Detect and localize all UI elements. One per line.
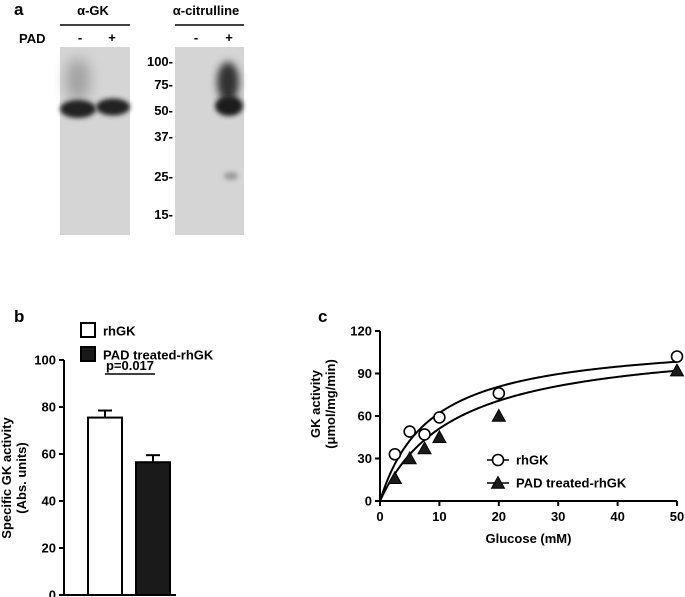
- y-tick-label-1: 20: [42, 541, 56, 556]
- panel-a: a PAD α-GK - + α-citrulline - + 100- 75-: [14, 0, 244, 235]
- legend-label-1: PAD treated-rhGK: [516, 476, 627, 491]
- faint-band-cit-plus: [224, 172, 238, 180]
- y-axis-label: GK activity(μmol/mg/min): [308, 359, 338, 449]
- panel-c: c 0 30 60 90 120 0 10 20 30 40 50 Glucose (mM) GK a…: [308, 307, 685, 547]
- pad-row-label: PAD: [19, 31, 45, 46]
- legend-swatch-0: [80, 322, 96, 338]
- mw-marker-37: 37-: [154, 129, 173, 144]
- point-rhgk-0: [388, 447, 402, 461]
- bar-chart-legend: rhGK PAD treated-rhGK: [80, 322, 214, 363]
- y-tick-label-3: 90: [358, 366, 372, 381]
- x-axis-label: Glucose (mM): [486, 531, 572, 546]
- lane-label-cit-minus: -: [194, 30, 198, 45]
- fit-curve-0: [379, 360, 678, 502]
- y-axis-label-line-0: GK activity: [308, 369, 323, 438]
- point-pad-rhgk-1: [402, 450, 418, 465]
- band-gk-plus: [96, 98, 130, 116]
- point-rhgk-2: [418, 428, 431, 441]
- y-tick-label-2: 40: [42, 494, 56, 509]
- y-tick-label-1: 30: [358, 451, 372, 466]
- band-gk-minus: [60, 100, 96, 118]
- bar-chart-axes: 0 20 40 60 80 100: [34, 353, 176, 597]
- y-axis-label-line-1: (Abs. units): [14, 442, 29, 514]
- mw-marker-75: 75-: [154, 77, 173, 92]
- x-tick-label-0: 0: [376, 509, 383, 524]
- x-tick-label-2: 20: [492, 509, 506, 524]
- legend-label-0: rhGK: [103, 324, 136, 339]
- kinetics-chart-ylabel: GK activity(μmol/mg/min): [308, 359, 338, 449]
- legend-marker-0: [491, 453, 505, 467]
- mw-marker-15: 15-: [154, 207, 173, 222]
- point-pad-rhgk-0: [387, 470, 403, 485]
- blot-alpha-citrulline: α-citrulline - + 100- 75- 50- 37- 25- 15…: [147, 3, 244, 235]
- bar-chart-significance: p=0.017: [105, 358, 155, 375]
- legend-swatch-1: [80, 346, 96, 362]
- y-tick-label-3: 60: [42, 447, 56, 462]
- x-tick-label-1: 10: [432, 509, 446, 524]
- y-axis-label-line-1: (μmol/mg/min): [323, 359, 338, 449]
- y-tick-label-4: 120: [350, 324, 372, 339]
- point-rhgk-1: [403, 425, 417, 438]
- point-pad-rhgk-5: [669, 363, 685, 377]
- legend-label-1: PAD treated-rhGK: [103, 348, 214, 363]
- kinetics-chart-axes: 0 30 60 90 120 0 10 20 30 40 50 Glucose (mM): [350, 324, 684, 547]
- panel-c-letter: c: [318, 307, 327, 326]
- lane-label-gk-plus: +: [108, 30, 116, 45]
- point-rhgk-5: [670, 350, 684, 363]
- y-tick-label-5: 100: [34, 353, 56, 368]
- blot-smear-gk: [66, 58, 90, 102]
- panel-a-letter: a: [14, 0, 24, 19]
- point-rhgk-3: [433, 411, 446, 424]
- blot-title-citrulline: α-citrulline: [173, 3, 240, 18]
- mw-marker-100: 100-: [147, 54, 173, 69]
- blot-alpha-gk: α-GK - +: [60, 3, 130, 235]
- lane-label-cit-plus: +: [225, 30, 233, 45]
- x-tick-label-3: 30: [551, 509, 565, 524]
- mw-marker-25: 25-: [154, 169, 173, 184]
- legend-marker-1: [490, 475, 506, 489]
- bar-chart-ylabel: Specific GK activity(Abs. units): [0, 417, 29, 539]
- lane-label-gk-minus: -: [78, 30, 82, 45]
- legend-label-0: rhGK: [516, 453, 549, 468]
- point-pad-rhgk-2: [417, 441, 432, 455]
- bar-1: [135, 461, 171, 596]
- x-tick-label-4: 40: [610, 509, 624, 524]
- blot-title-gk: α-GK: [77, 3, 109, 18]
- y-tick-label-0: 0: [365, 494, 372, 509]
- kinetics-chart-legend: rhGK PAD treated-rhGK: [487, 453, 627, 491]
- panel-b: b 0 20 40 60 80 100 Specific GK activity(Abs.…: [0, 307, 214, 597]
- point-pad-rhgk-4: [491, 408, 507, 422]
- x-tick-label-5: 50: [670, 509, 684, 524]
- kinetics-chart-marks: [387, 350, 685, 485]
- mw-marker-50: 50-: [154, 103, 173, 118]
- y-axis-label: Specific GK activity(Abs. units): [0, 417, 29, 539]
- y-tick-label-4: 80: [42, 400, 56, 415]
- y-tick-label-0: 0: [49, 588, 56, 597]
- band-cit-plus: [215, 96, 243, 116]
- bar-chart-marks: [87, 409, 171, 597]
- significance-label: p=0.017: [106, 358, 154, 373]
- panel-b-letter: b: [14, 307, 24, 326]
- point-rhgk-4: [492, 387, 506, 400]
- bar-0: [87, 416, 123, 597]
- y-axis-label-line-0: Specific GK activity: [0, 417, 14, 539]
- smear-cit-plus: [217, 62, 239, 102]
- y-tick-label-2: 60: [358, 409, 372, 424]
- point-pad-rhgk-3: [432, 429, 447, 443]
